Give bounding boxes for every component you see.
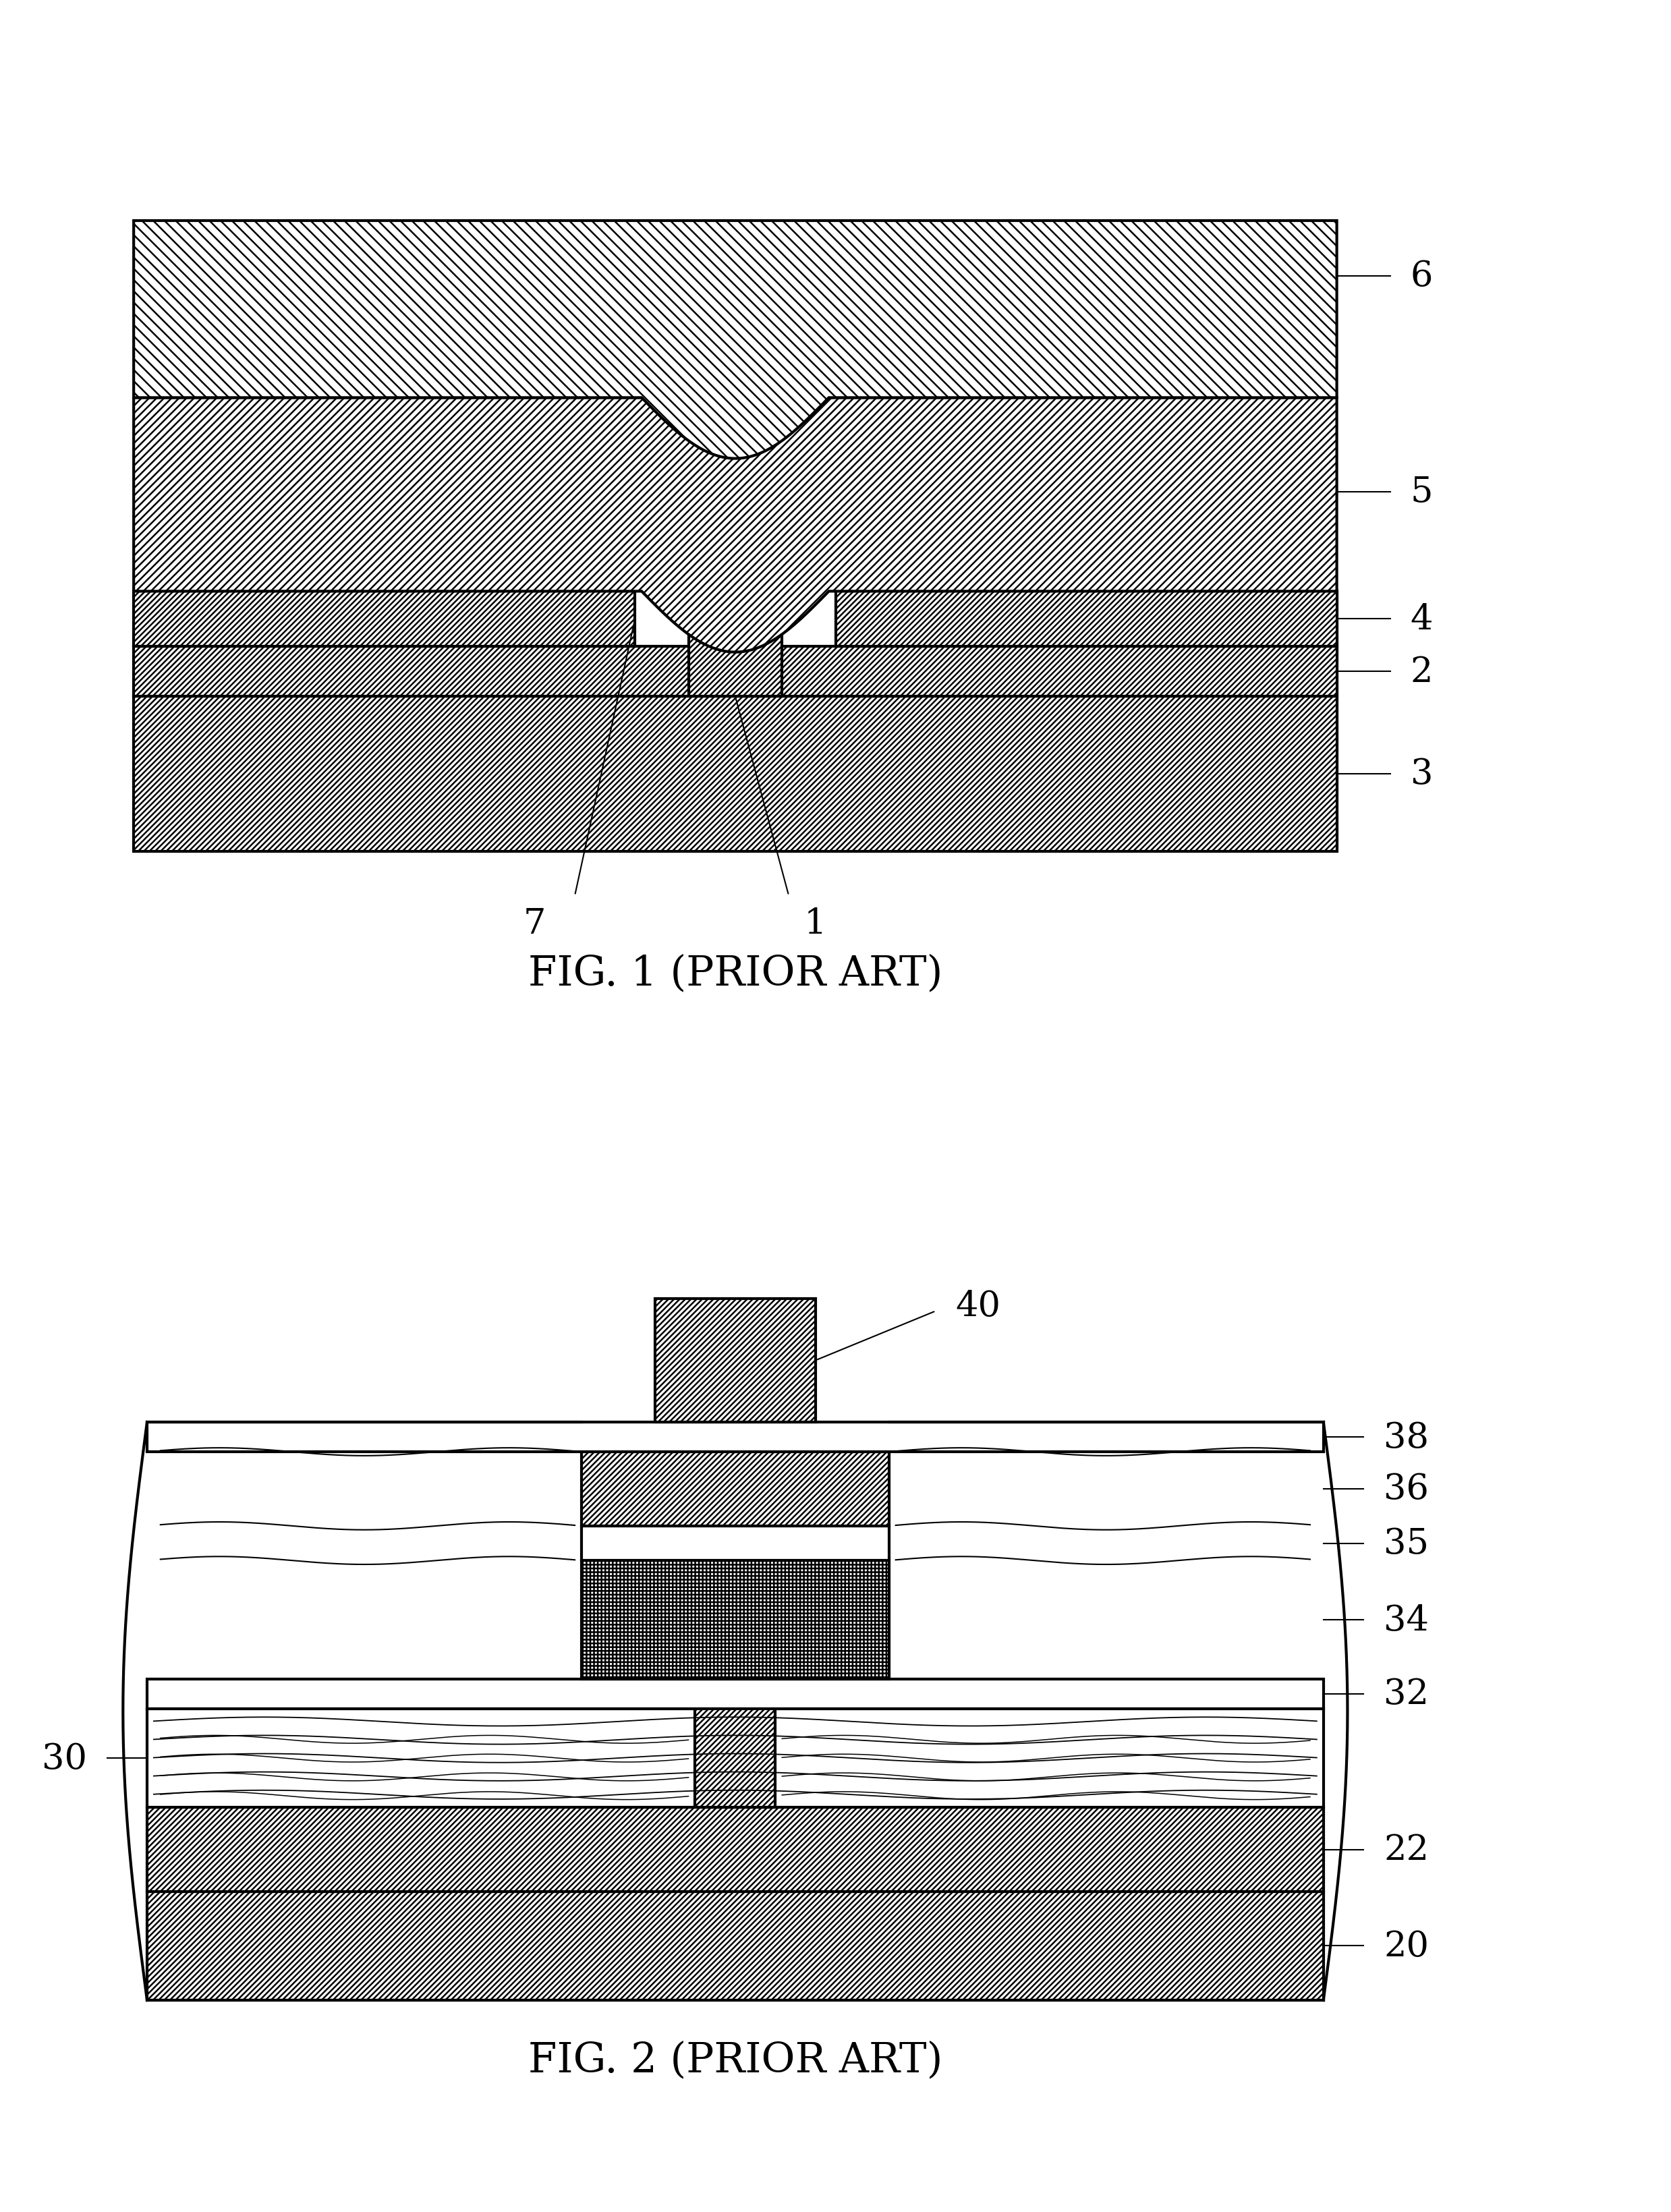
Polygon shape <box>134 697 1337 852</box>
Text: 34: 34 <box>1384 1604 1429 1637</box>
Polygon shape <box>147 1679 1323 1710</box>
Text: 20: 20 <box>1384 1929 1429 1962</box>
Polygon shape <box>655 1298 815 1422</box>
Text: 7: 7 <box>523 907 546 940</box>
Text: 3: 3 <box>1410 757 1434 792</box>
Text: 38: 38 <box>1384 1420 1429 1453</box>
Text: 35: 35 <box>1384 1526 1429 1559</box>
Text: 2: 2 <box>1410 655 1434 690</box>
Polygon shape <box>134 221 1337 458</box>
Polygon shape <box>134 591 635 646</box>
Polygon shape <box>147 1891 1323 2000</box>
Text: 40: 40 <box>956 1290 1001 1323</box>
Text: FIG. 1 (PRIOR ART): FIG. 1 (PRIOR ART) <box>528 953 942 993</box>
Text: 4: 4 <box>1410 602 1434 637</box>
Text: FIG. 2 (PRIOR ART): FIG. 2 (PRIOR ART) <box>528 2039 942 2079</box>
Polygon shape <box>147 1807 1323 1891</box>
Text: 5: 5 <box>1410 476 1434 509</box>
Text: 6: 6 <box>1410 259 1434 294</box>
Text: 1: 1 <box>804 907 827 940</box>
Polygon shape <box>836 591 1337 646</box>
Text: 32: 32 <box>1384 1677 1429 1712</box>
Polygon shape <box>688 591 782 697</box>
Polygon shape <box>147 1422 1323 1451</box>
Polygon shape <box>582 1562 889 1679</box>
Text: 30: 30 <box>42 1741 87 1776</box>
Polygon shape <box>134 398 1337 653</box>
Text: 36: 36 <box>1384 1471 1429 1506</box>
Polygon shape <box>582 1526 889 1562</box>
Polygon shape <box>582 1451 889 1526</box>
Text: 22: 22 <box>1384 1832 1429 1867</box>
Polygon shape <box>147 1710 1323 1807</box>
Polygon shape <box>134 646 1337 697</box>
Polygon shape <box>695 1679 775 1807</box>
